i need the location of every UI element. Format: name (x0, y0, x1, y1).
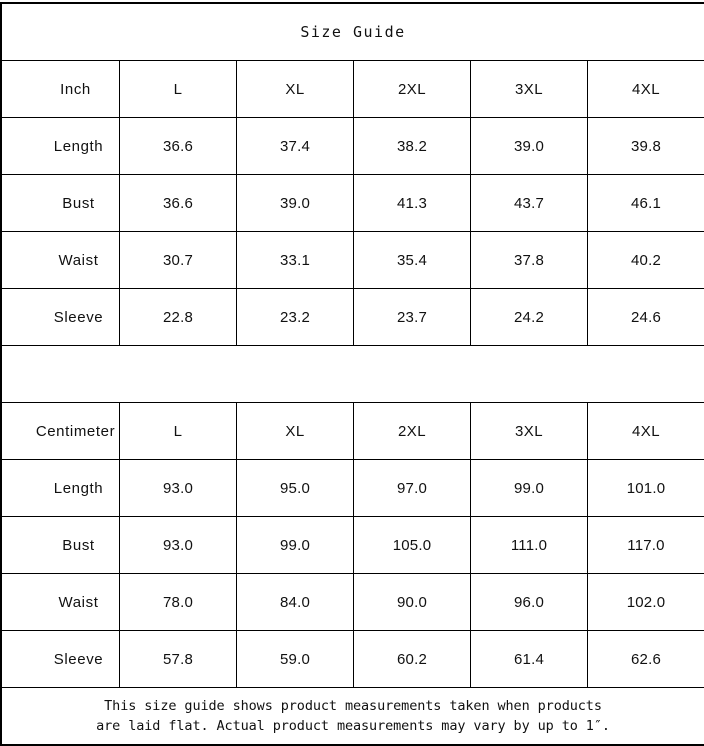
size-header-inch-xl: XL (237, 61, 354, 118)
centimeter-header-row: Centimeter L XL 2XL 3XL 4XL (2, 403, 704, 460)
cell-cm-length-l: 93.0 (120, 460, 237, 517)
size-guide-table: Size Guide Inch L XL 2XL 3XL 4XL Length … (1, 3, 704, 745)
table-row: Length 93.0 95.0 97.0 99.0 101.0 (2, 460, 704, 517)
cell-inch-waist-l: 30.7 (120, 232, 237, 289)
size-header-cm-l: L (120, 403, 237, 460)
table-spacer-row (2, 346, 704, 403)
footer-note: This size guide shows product measuremen… (2, 688, 704, 745)
cell-cm-length-4xl: 101.0 (588, 460, 704, 517)
cell-inch-waist-3xl: 37.8 (471, 232, 588, 289)
footer-note-line-1: This size guide shows product measuremen… (2, 696, 704, 716)
cell-cm-waist-3xl: 96.0 (471, 574, 588, 631)
cell-inch-bust-2xl: 41.3 (354, 175, 471, 232)
size-header-cm-2xl: 2XL (354, 403, 471, 460)
cell-inch-sleeve-3xl: 24.2 (471, 289, 588, 346)
size-header-inch-4xl: 4XL (588, 61, 704, 118)
row-label-cm-waist: Waist (2, 574, 120, 631)
cell-cm-waist-4xl: 102.0 (588, 574, 704, 631)
table-row: Bust 93.0 99.0 105.0 111.0 117.0 (2, 517, 704, 574)
footer-note-line-2: are laid flat. Actual product measuremen… (2, 716, 704, 736)
table-spacer (2, 346, 704, 403)
table-row: Sleeve 22.8 23.2 23.7 24.2 24.6 (2, 289, 704, 346)
cell-cm-sleeve-xl: 59.0 (237, 631, 354, 688)
row-label-inch-sleeve: Sleeve (2, 289, 120, 346)
unit-label-inch: Inch (2, 61, 120, 118)
size-header-inch-2xl: 2XL (354, 61, 471, 118)
size-guide-root: Size Guide Inch L XL 2XL 3XL 4XL Length … (0, 0, 704, 730)
row-label-cm-length: Length (2, 460, 120, 517)
row-label-inch-length: Length (2, 118, 120, 175)
title-row: Size Guide (2, 4, 704, 61)
cell-inch-waist-4xl: 40.2 (588, 232, 704, 289)
cell-inch-waist-2xl: 35.4 (354, 232, 471, 289)
cell-inch-length-xl: 37.4 (237, 118, 354, 175)
cell-inch-length-l: 36.6 (120, 118, 237, 175)
table-row: Bust 36.6 39.0 41.3 43.7 46.1 (2, 175, 704, 232)
cell-inch-length-3xl: 39.0 (471, 118, 588, 175)
cell-inch-sleeve-xl: 23.2 (237, 289, 354, 346)
size-header-inch-3xl: 3XL (471, 61, 588, 118)
cell-cm-waist-xl: 84.0 (237, 574, 354, 631)
cell-inch-sleeve-4xl: 24.6 (588, 289, 704, 346)
row-label-cm-bust: Bust (2, 517, 120, 574)
cell-inch-length-4xl: 39.8 (588, 118, 704, 175)
cell-cm-sleeve-4xl: 62.6 (588, 631, 704, 688)
footer-note-row: This size guide shows product measuremen… (2, 688, 704, 745)
cell-inch-length-2xl: 38.2 (354, 118, 471, 175)
cell-cm-waist-2xl: 90.0 (354, 574, 471, 631)
table-row: Waist 78.0 84.0 90.0 96.0 102.0 (2, 574, 704, 631)
cell-cm-waist-l: 78.0 (120, 574, 237, 631)
cell-cm-bust-xl: 99.0 (237, 517, 354, 574)
row-label-cm-sleeve: Sleeve (2, 631, 120, 688)
cell-inch-bust-l: 36.6 (120, 175, 237, 232)
cell-inch-bust-3xl: 43.7 (471, 175, 588, 232)
cell-inch-sleeve-2xl: 23.7 (354, 289, 471, 346)
cell-inch-bust-xl: 39.0 (237, 175, 354, 232)
cell-cm-length-2xl: 97.0 (354, 460, 471, 517)
table-row: Waist 30.7 33.1 35.4 37.8 40.2 (2, 232, 704, 289)
cell-inch-sleeve-l: 22.8 (120, 289, 237, 346)
cell-inch-bust-4xl: 46.1 (588, 175, 704, 232)
size-header-inch-l: L (120, 61, 237, 118)
size-header-cm-xl: XL (237, 403, 354, 460)
size-header-cm-4xl: 4XL (588, 403, 704, 460)
size-header-cm-3xl: 3XL (471, 403, 588, 460)
cell-cm-bust-4xl: 117.0 (588, 517, 704, 574)
cell-cm-bust-l: 93.0 (120, 517, 237, 574)
inch-header-row: Inch L XL 2XL 3XL 4XL (2, 61, 704, 118)
cell-cm-length-xl: 95.0 (237, 460, 354, 517)
table-row: Length 36.6 37.4 38.2 39.0 39.8 (2, 118, 704, 175)
cell-inch-waist-xl: 33.1 (237, 232, 354, 289)
cell-cm-sleeve-l: 57.8 (120, 631, 237, 688)
cell-cm-bust-3xl: 111.0 (471, 517, 588, 574)
cell-cm-sleeve-2xl: 60.2 (354, 631, 471, 688)
unit-label-centimeter: Centimeter (2, 403, 120, 460)
page-title: Size Guide (2, 4, 704, 61)
cell-cm-bust-2xl: 105.0 (354, 517, 471, 574)
table-row: Sleeve 57.8 59.0 60.2 61.4 62.6 (2, 631, 704, 688)
row-label-inch-waist: Waist (2, 232, 120, 289)
row-label-inch-bust: Bust (2, 175, 120, 232)
cell-cm-length-3xl: 99.0 (471, 460, 588, 517)
cell-cm-sleeve-3xl: 61.4 (471, 631, 588, 688)
